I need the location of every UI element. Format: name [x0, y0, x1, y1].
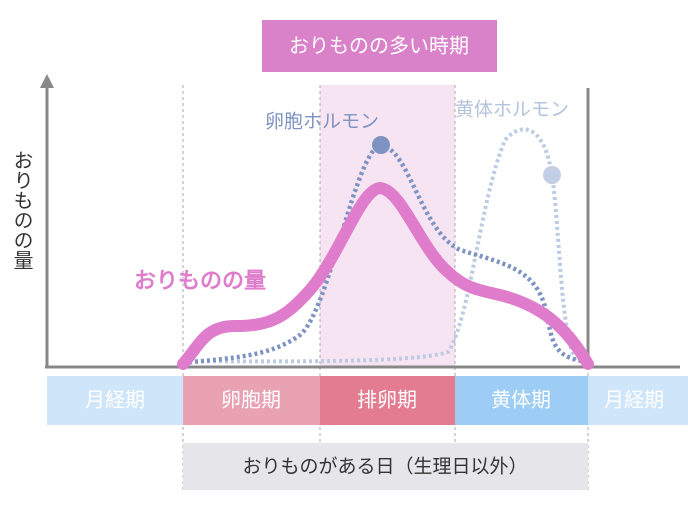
phase-bar	[588, 376, 688, 425]
y-axis-arrow	[40, 74, 54, 88]
discharge-curve	[177, 181, 594, 370]
progesterone-peak	[543, 166, 561, 184]
phase-bar	[455, 376, 588, 425]
phase-label: 月経期	[85, 388, 145, 412]
phase-label: 卵胞期	[221, 388, 281, 412]
progesterone-label: 黄体ホルモン	[455, 99, 569, 121]
phase-bar	[320, 376, 455, 425]
phase-label: 排卵期	[357, 388, 417, 412]
highlight-box	[262, 20, 497, 72]
phase-label: 月経期	[604, 388, 664, 412]
phase-bar	[183, 376, 320, 425]
progesterone-curve	[182, 127, 578, 364]
highlight-label: おりものの多い時期	[289, 34, 469, 58]
phase-bar	[47, 376, 183, 425]
estrogen-peak	[372, 136, 390, 154]
estrogen-label: 卵胞ホルモン	[265, 111, 379, 133]
y-axis-label: おりものの量	[10, 150, 34, 270]
footer-bar	[183, 443, 588, 490]
phase-label: 黄体期	[491, 388, 551, 412]
discharge-label: おりものの量	[134, 269, 266, 294]
footer-label: おりものがある日（生理日以外）	[242, 456, 527, 478]
estrogen-curve	[182, 142, 589, 366]
